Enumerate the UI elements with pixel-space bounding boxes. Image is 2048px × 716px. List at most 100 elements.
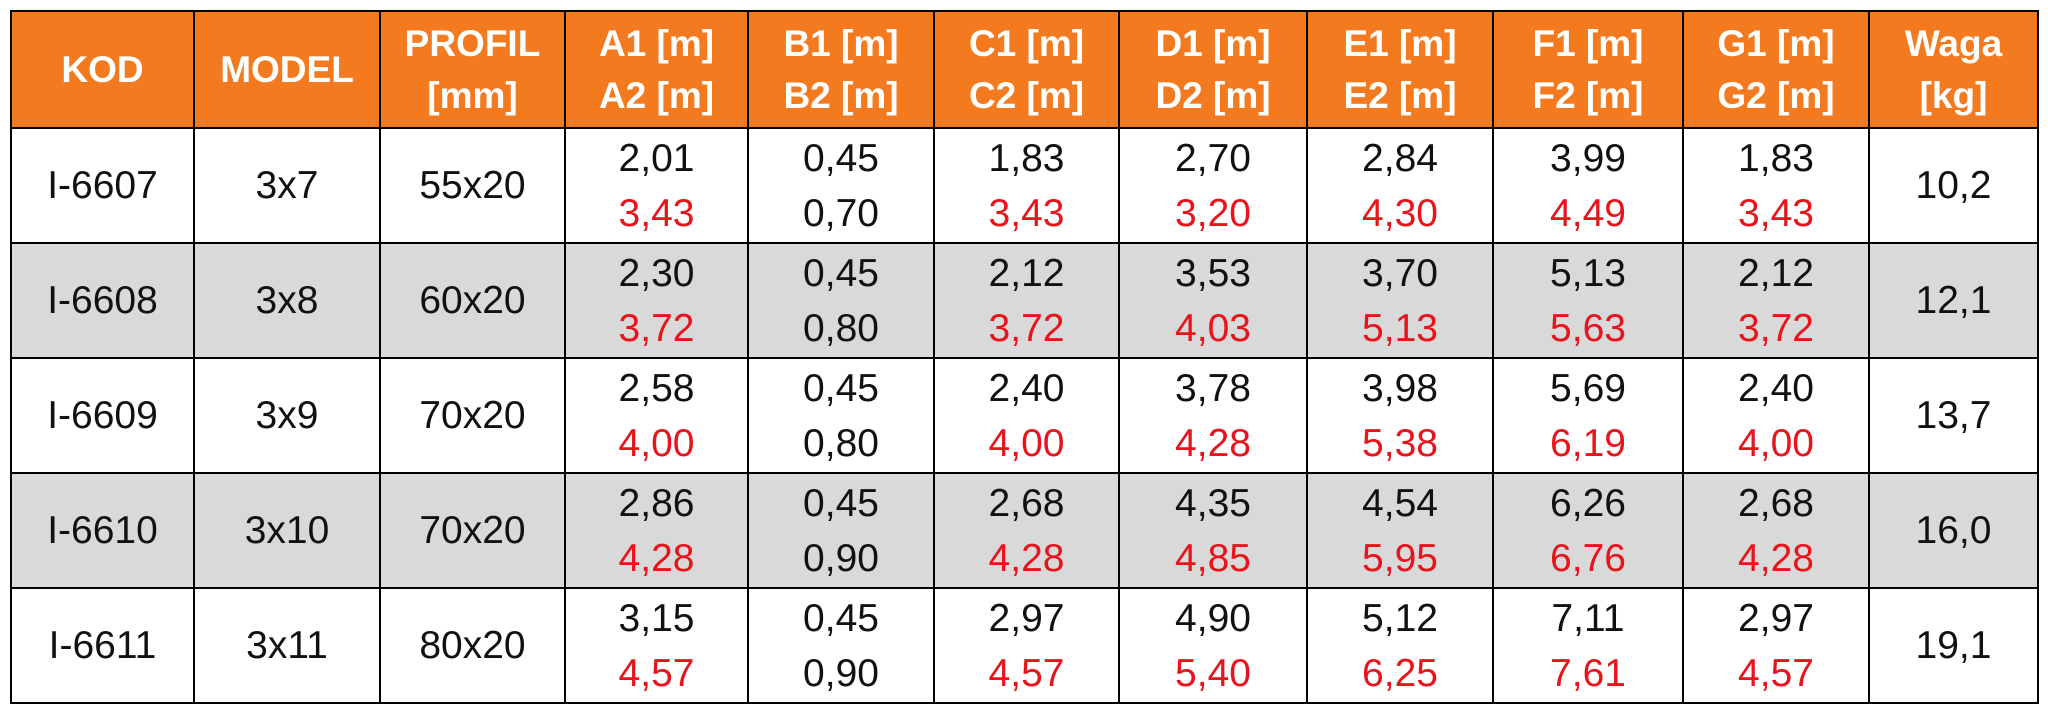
- dim-value-1: 2,40: [1738, 366, 1814, 410]
- cell-kod: I-6611: [10, 587, 195, 704]
- dim-cell: 1,83 3,43: [1682, 127, 1870, 244]
- dim-cell: 0,45 0,90: [747, 472, 935, 589]
- dim-value-1: 3,78: [1175, 366, 1251, 410]
- dim-cell: 2,40 4,00: [933, 357, 1120, 474]
- header-line: G2 [m]: [1717, 74, 1835, 116]
- cell-waga: 16,0: [1868, 472, 2039, 589]
- dim-value-1: 2,86: [618, 481, 695, 525]
- dim-value-1: 3,53: [1175, 251, 1251, 295]
- cell-model: 3x11: [193, 587, 381, 704]
- dim-value-2: 4,28: [618, 536, 695, 580]
- dim-value-2: 3,43: [988, 191, 1065, 235]
- dim-cell: 2,58 4,00: [564, 357, 749, 474]
- dim-cell: 3,53 4,03: [1118, 242, 1308, 359]
- cell-profil: 70x20: [379, 357, 566, 474]
- header-cell: PROFIL [mm]: [379, 10, 566, 129]
- header-line: G1 [m]: [1717, 22, 1835, 64]
- dim-value-1: 2,84: [1362, 136, 1438, 180]
- dim-value-2: 4,49: [1550, 191, 1626, 235]
- header-line: B2 [m]: [783, 74, 899, 116]
- dim-value-2: 3,72: [988, 306, 1065, 350]
- dim-value-1: 2,97: [1738, 596, 1814, 640]
- dim-value-1: 2,97: [988, 596, 1065, 640]
- dim-cell: 3,15 4,57: [564, 587, 749, 704]
- header-row: KOD MODEL PROFIL [mm] A1 [m] A2 [m] B1 [m] B2 […: [10, 10, 2039, 129]
- dim-value-1: 3,98: [1362, 366, 1438, 410]
- dim-value-1: 5,12: [1362, 596, 1438, 640]
- dim-cell: 0,45 0,90: [747, 587, 935, 704]
- dim-value-2: 4,57: [1738, 651, 1814, 695]
- header-cell: F1 [m] F2 [m]: [1492, 10, 1684, 129]
- dim-cell: 1,83 3,43: [933, 127, 1120, 244]
- dim-value-1: 6,26: [1550, 481, 1626, 525]
- header-cell: Waga [kg]: [1868, 10, 2039, 129]
- dim-value-2: 4,03: [1175, 306, 1251, 350]
- cell-profil: 60x20: [379, 242, 566, 359]
- dim-cell: 7,11 7,61: [1492, 587, 1684, 704]
- dim-cell: 2,84 4,30: [1306, 127, 1494, 244]
- table-row: I-6607 3x7 55x20 2,01 3,43 0,45 0,70 1,83 3,43 2,…: [10, 127, 2039, 244]
- dim-value-1: 2,30: [618, 251, 695, 295]
- dim-cell: 2,97 4,57: [1682, 587, 1870, 704]
- dim-value-1: 3,70: [1362, 251, 1438, 295]
- header-line: PROFIL: [404, 22, 541, 64]
- cell-profil: 80x20: [379, 587, 566, 704]
- cell-model: 3x10: [193, 472, 381, 589]
- dim-cell: 4,35 4,85: [1118, 472, 1308, 589]
- header-line: A2 [m]: [598, 74, 715, 116]
- dim-cell: 3,70 5,13: [1306, 242, 1494, 359]
- dim-value-1: 2,68: [988, 481, 1065, 525]
- header-line: B1 [m]: [783, 22, 899, 64]
- dim-value-1: 5,13: [1550, 251, 1626, 295]
- cell-model: 3x7: [193, 127, 381, 244]
- header-line: D1 [m]: [1155, 22, 1271, 64]
- dim-value-2: 3,72: [618, 306, 695, 350]
- header-line: KOD: [61, 48, 144, 90]
- dim-value-2: 3,43: [1738, 191, 1814, 235]
- dim-value-1: 0,45: [803, 481, 879, 525]
- dim-value-1: 0,45: [803, 136, 879, 180]
- header-line: E1 [m]: [1343, 22, 1457, 64]
- dim-cell: 2,68 4,28: [1682, 472, 1870, 589]
- dim-cell: 2,40 4,00: [1682, 357, 1870, 474]
- dim-value-2: 0,70: [803, 191, 879, 235]
- dim-value-1: 2,40: [988, 366, 1065, 410]
- cell-waga: 12,1: [1868, 242, 2039, 359]
- dim-value-1: 5,69: [1550, 366, 1626, 410]
- dim-value-2: 4,30: [1362, 191, 1438, 235]
- header-line: F2 [m]: [1532, 74, 1644, 116]
- dim-value-2: 7,61: [1550, 651, 1626, 695]
- cell-profil: 70x20: [379, 472, 566, 589]
- header-line: E2 [m]: [1343, 74, 1457, 116]
- dim-value-1: 4,35: [1175, 481, 1251, 525]
- dim-cell: 2,70 3,20: [1118, 127, 1308, 244]
- header-cell: A1 [m] A2 [m]: [564, 10, 749, 129]
- header-line: C2 [m]: [968, 74, 1085, 116]
- dim-cell: 2,30 3,72: [564, 242, 749, 359]
- cell-kod: I-6610: [10, 472, 195, 589]
- cell-waga: 10,2: [1868, 127, 2039, 244]
- dim-value-2: 5,63: [1550, 306, 1626, 350]
- dim-value-1: 0,45: [803, 366, 879, 410]
- dim-value-2: 6,76: [1550, 536, 1626, 580]
- header-line: F1 [m]: [1532, 22, 1644, 64]
- dim-cell: 0,45 0,80: [747, 357, 935, 474]
- dim-cell: 2,12 3,72: [1682, 242, 1870, 359]
- dim-value-2: 5,40: [1175, 651, 1251, 695]
- dim-value-1: 4,90: [1175, 596, 1251, 640]
- header-line: [kg]: [1919, 74, 1988, 116]
- dim-value-1: 0,45: [803, 596, 879, 640]
- dim-value-2: 3,20: [1175, 191, 1251, 235]
- dim-value-1: 7,11: [1551, 596, 1625, 640]
- dim-value-2: 5,38: [1362, 421, 1438, 465]
- dim-cell: 2,12 3,72: [933, 242, 1120, 359]
- table-row: I-6611 3x11 80x20 3,15 4,57 0,45 0,90 2,97 4,57 4…: [10, 587, 2039, 704]
- dim-value-1: 3,15: [618, 596, 695, 640]
- dim-cell: 5,69 6,19: [1492, 357, 1684, 474]
- dim-cell: 2,01 3,43: [564, 127, 749, 244]
- dim-value-2: 0,80: [803, 306, 879, 350]
- dim-cell: 3,78 4,28: [1118, 357, 1308, 474]
- dim-cell: 4,54 5,95: [1306, 472, 1494, 589]
- dim-value-1: 2,68: [1738, 481, 1814, 525]
- dim-cell: 6,26 6,76: [1492, 472, 1684, 589]
